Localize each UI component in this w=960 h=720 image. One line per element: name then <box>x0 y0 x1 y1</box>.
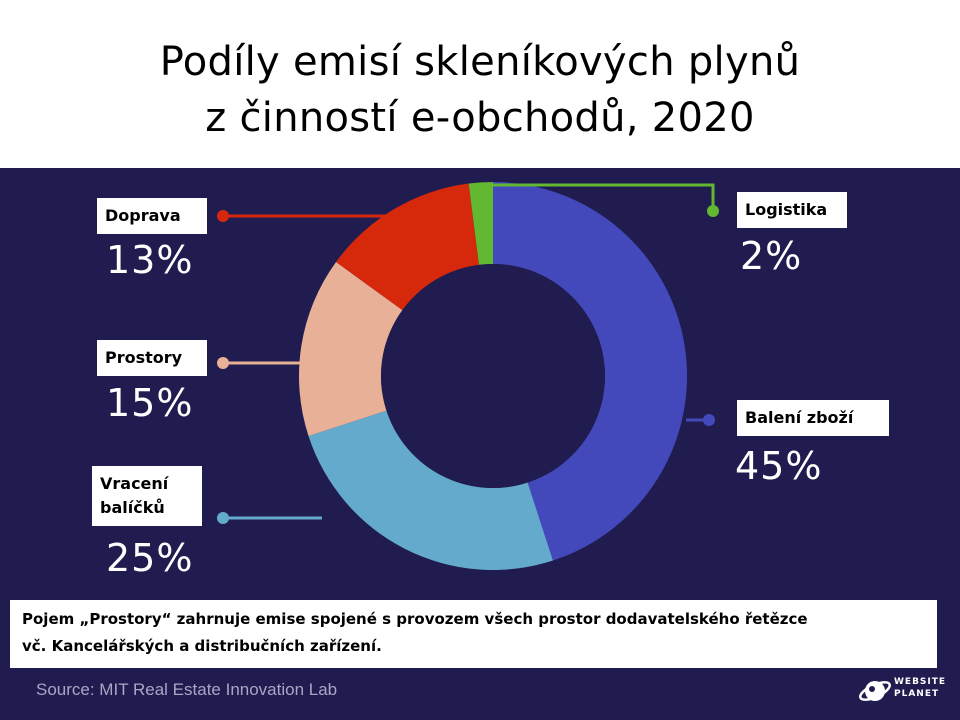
planet-icon <box>859 681 891 701</box>
source-text: Source: MIT Real Estate Innovation Lab <box>36 680 338 699</box>
logo-line-1: WEBSITE <box>894 677 947 687</box>
logo-line-2: PLANET <box>894 689 940 699</box>
label-logistika: Logistika <box>737 192 847 228</box>
leader-lines <box>217 183 719 524</box>
title-area: Podíly emisí skleníkových plynů z činnos… <box>0 0 960 168</box>
leader-dot-prostory <box>217 357 229 369</box>
pct-logistika: 2% <box>740 234 803 278</box>
donut-slice-4 <box>336 183 479 311</box>
leader-dot-baleni <box>703 414 715 426</box>
pct-doprava: 13% <box>106 238 194 282</box>
pct-baleni: 45% <box>735 444 823 488</box>
note-line-2: vč. Kancelářských a distribučních zaříze… <box>22 637 382 655</box>
donut-slice-3 <box>299 261 403 436</box>
leader-dot-vraceni <box>217 512 229 524</box>
leader-line-logistika <box>479 183 715 210</box>
donut-slice-5 <box>468 182 493 265</box>
pct-prostory: 15% <box>106 381 194 425</box>
label-baleni: Balení zboží <box>737 400 889 436</box>
chart-title-line-2: z činností e-obchodů, 2020 <box>205 95 755 141</box>
donut-slice-1 <box>493 182 687 561</box>
donut-slices <box>299 182 687 570</box>
leader-dot-logistika <box>707 205 719 217</box>
donut-slice-2 <box>308 410 553 570</box>
note-box: Pojem „Prostory“ zahrnuje emise spojené … <box>10 600 937 668</box>
chart-title-line-1: Podíly emisí skleníkových plynů <box>159 39 801 85</box>
label-doprava: Doprava <box>97 198 207 234</box>
donut-chart <box>217 182 719 570</box>
donut-hole <box>381 264 605 488</box>
pct-vraceni: 25% <box>106 536 194 580</box>
label-vraceni-line-1: Vracení <box>100 474 169 493</box>
note-line-1: Pojem „Prostory“ zahrnuje emise spojené … <box>22 610 808 628</box>
chart-panel: Doprava 13% Prostory 15% Vracení balíčků… <box>0 168 960 720</box>
leader-dot-doprava <box>217 210 229 222</box>
label-vraceni-line-2: balíčků <box>100 498 165 517</box>
label-vraceni: Vracení balíčků <box>92 466 202 526</box>
website-planet-logo: WEBSITE PLANET <box>858 672 948 712</box>
label-prostory: Prostory <box>97 340 207 376</box>
